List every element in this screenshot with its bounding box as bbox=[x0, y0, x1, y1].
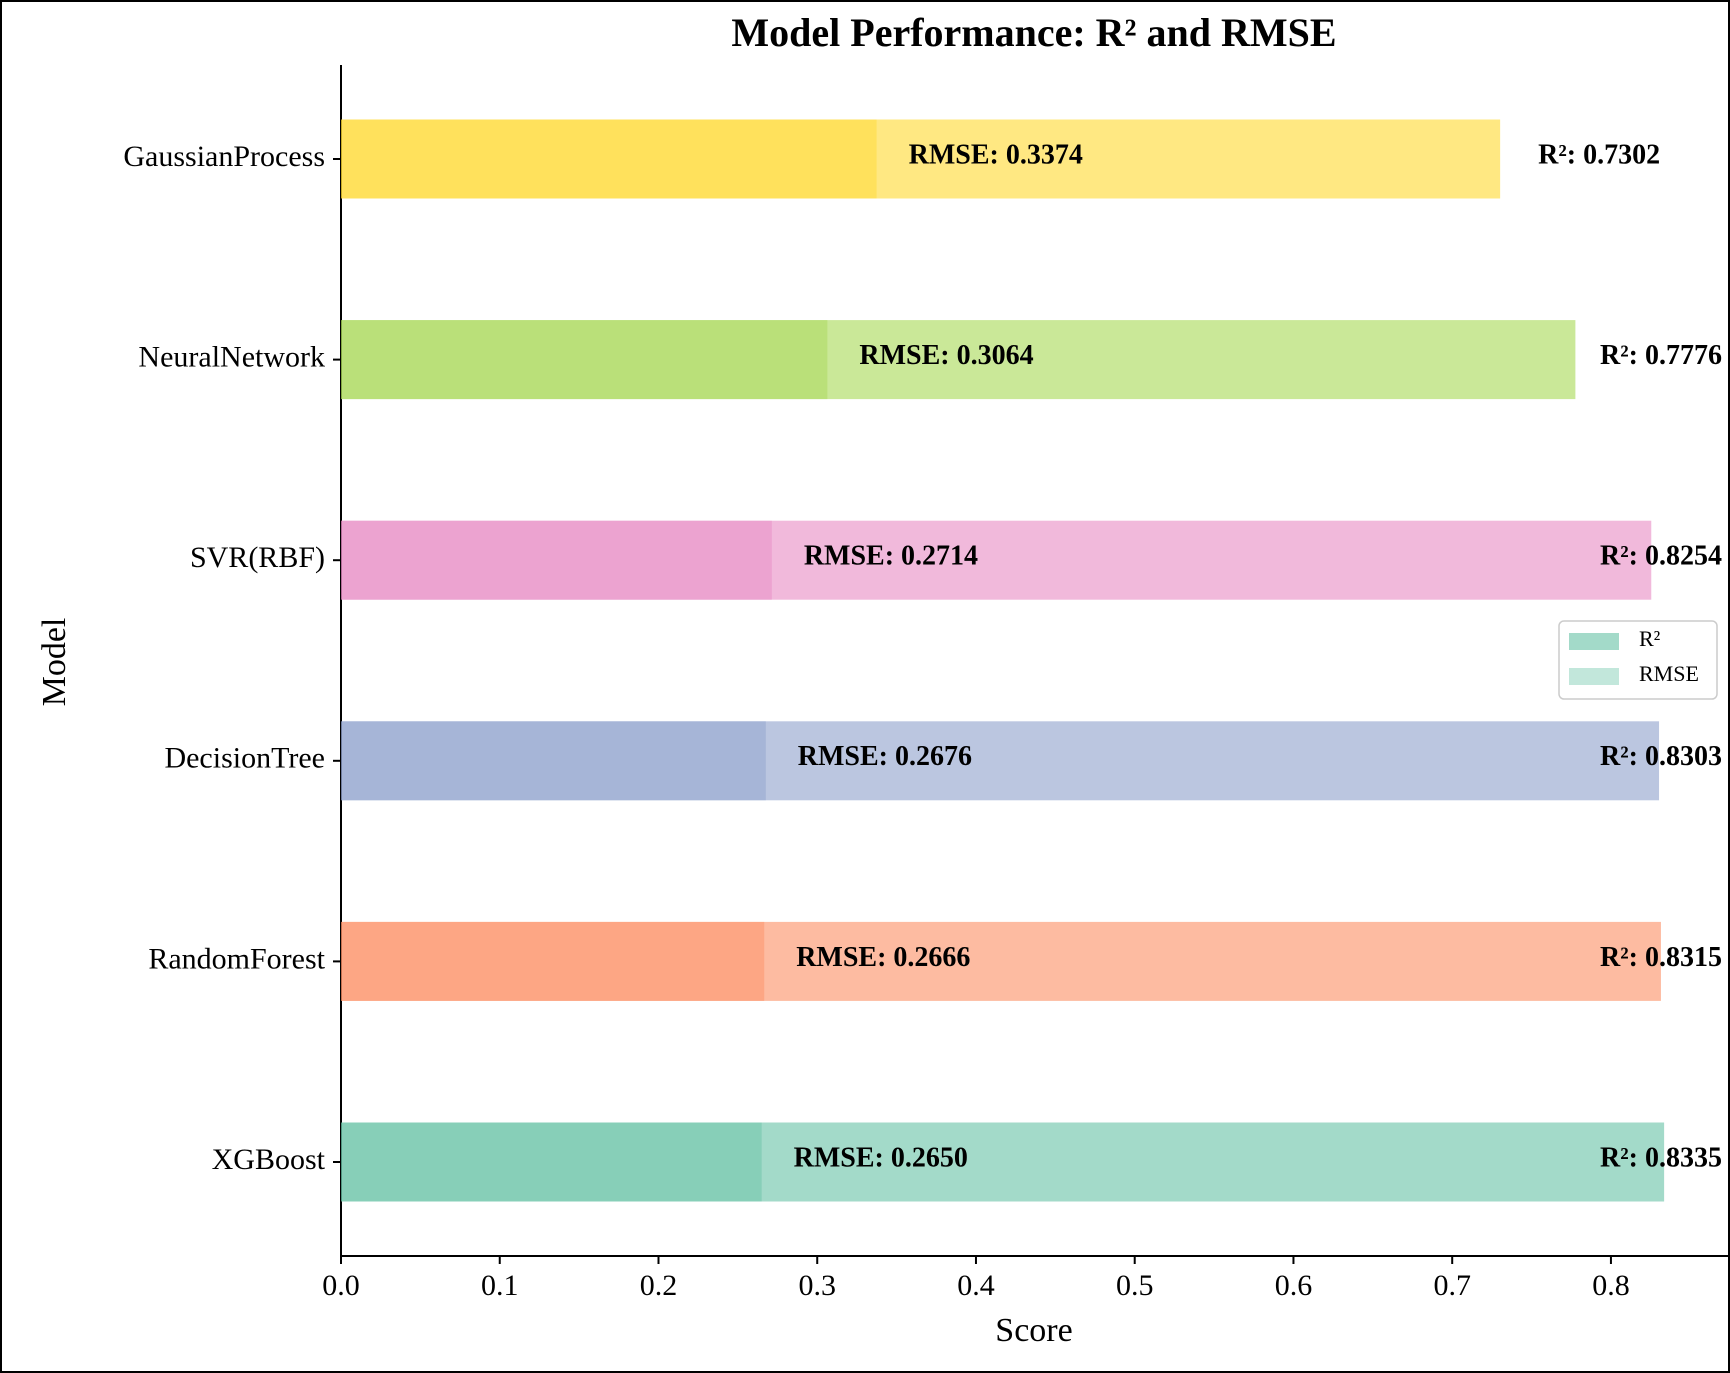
x-tick-label: 0.6 bbox=[1275, 1269, 1313, 1302]
x-tick-label: 0.1 bbox=[481, 1269, 519, 1302]
x-tick-label: 0.8 bbox=[1592, 1269, 1630, 1302]
r2-bar bbox=[341, 320, 1576, 400]
y-tick-label: SVR(RBF) bbox=[190, 541, 325, 574]
y-tick-label: GaussianProcess bbox=[123, 140, 325, 173]
r2-label: R²: 0.8303 bbox=[1600, 741, 1722, 772]
y-tick-label: RandomForest bbox=[148, 942, 325, 975]
legend-swatch bbox=[1569, 633, 1619, 650]
rmse-bar bbox=[341, 119, 877, 199]
legend-swatch bbox=[1569, 668, 1619, 685]
rmse-bar bbox=[341, 320, 828, 400]
r2-label: R²: 0.8335 bbox=[1600, 1142, 1722, 1173]
x-tick-label: 0.2 bbox=[640, 1269, 678, 1302]
rmse-label: RMSE: 0.2666 bbox=[796, 942, 970, 973]
r2-label: R²: 0.8254 bbox=[1600, 541, 1722, 572]
x-tick-label: 0.4 bbox=[957, 1269, 995, 1302]
chart-title: Model Performance: R² and RMSE bbox=[731, 10, 1336, 55]
rmse-bar bbox=[341, 921, 765, 1001]
r2-label: R²: 0.8315 bbox=[1600, 942, 1722, 973]
rmse-label: RMSE: 0.2650 bbox=[794, 1142, 968, 1173]
y-tick-label: NeuralNetwork bbox=[138, 340, 325, 373]
x-tick-label: 0.3 bbox=[798, 1269, 836, 1302]
rmse-label: RMSE: 0.2676 bbox=[798, 741, 972, 772]
rmse-bar bbox=[341, 721, 766, 801]
rmse-label: RMSE: 0.3374 bbox=[909, 139, 1083, 170]
r2-label: R²: 0.7302 bbox=[1538, 139, 1660, 170]
legend-label: R² bbox=[1639, 626, 1661, 651]
y-tick-label: DecisionTree bbox=[164, 742, 325, 775]
x-axis-label: Score bbox=[995, 1312, 1072, 1349]
y-axis-label: Model bbox=[36, 618, 73, 707]
r2-bar bbox=[341, 921, 1661, 1001]
x-tick-label: 0.0 bbox=[322, 1269, 360, 1302]
legend-label: RMSE bbox=[1639, 661, 1699, 686]
r2-bar bbox=[341, 721, 1660, 801]
r2-label: R²: 0.7776 bbox=[1600, 340, 1722, 371]
legend-box bbox=[1558, 620, 1718, 700]
rmse-label: RMSE: 0.2714 bbox=[804, 541, 978, 572]
r2-bar bbox=[341, 1122, 1665, 1202]
r2-bar bbox=[341, 119, 1501, 199]
rmse-bar bbox=[341, 1122, 762, 1202]
x-tick-label: 0.5 bbox=[1116, 1269, 1154, 1302]
x-tick-label: 0.7 bbox=[1433, 1269, 1471, 1302]
y-tick-label: XGBoost bbox=[212, 1143, 326, 1176]
r2-bar bbox=[341, 520, 1652, 600]
rmse-label: RMSE: 0.3064 bbox=[859, 340, 1033, 371]
rmse-bar bbox=[341, 520, 772, 600]
